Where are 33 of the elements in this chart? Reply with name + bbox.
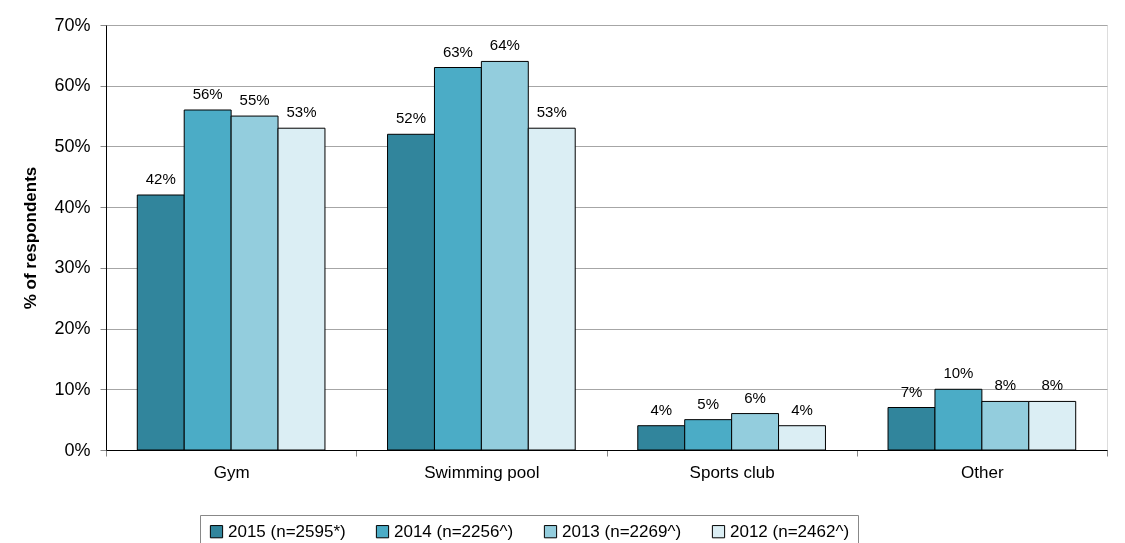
x-tick-label: Swimming pool <box>424 462 540 482</box>
y-tick-label: 40% <box>54 196 91 217</box>
data-label: 4% <box>650 400 673 418</box>
data-label: 8% <box>994 376 1017 394</box>
x-tick-label: Gym <box>213 462 250 482</box>
legend-label: 2014 (n=2256^) <box>394 521 514 541</box>
data-label: 56% <box>192 85 223 102</box>
y-tick-label: 30% <box>54 257 91 278</box>
data-label: 7% <box>900 382 923 400</box>
y-tick-label: 70% <box>54 14 91 35</box>
data-label: 53% <box>536 103 567 121</box>
data-label: 64% <box>489 36 520 54</box>
data-label: 52% <box>395 109 427 127</box>
y-tick-label: 60% <box>54 75 91 96</box>
data-label: 10% <box>943 364 974 382</box>
data-label: 5% <box>697 394 720 412</box>
data-label: 8% <box>1041 376 1064 394</box>
legend-label: 2013 (n=2269^) <box>562 521 682 541</box>
data-label: 63% <box>442 42 473 60</box>
legend-label: 2012 (n=2462^) <box>730 521 850 541</box>
data-label: 6% <box>744 388 766 406</box>
y-tick-label: 20% <box>54 318 91 339</box>
y-tick-label: 0% <box>64 439 91 460</box>
x-tick-label: Sports club <box>689 462 775 482</box>
data-label: 42% <box>145 170 176 187</box>
data-label: 55% <box>239 91 270 109</box>
y-axis-title: % of respondents <box>21 166 41 310</box>
legend-label: 2015 (n=2595*) <box>228 521 346 541</box>
data-label: 53% <box>286 103 317 121</box>
y-tick-label: 50% <box>54 135 91 156</box>
y-tick-label: 10% <box>54 378 91 399</box>
data-label: 4% <box>791 400 813 418</box>
x-tick-label: Other <box>961 462 1004 482</box>
